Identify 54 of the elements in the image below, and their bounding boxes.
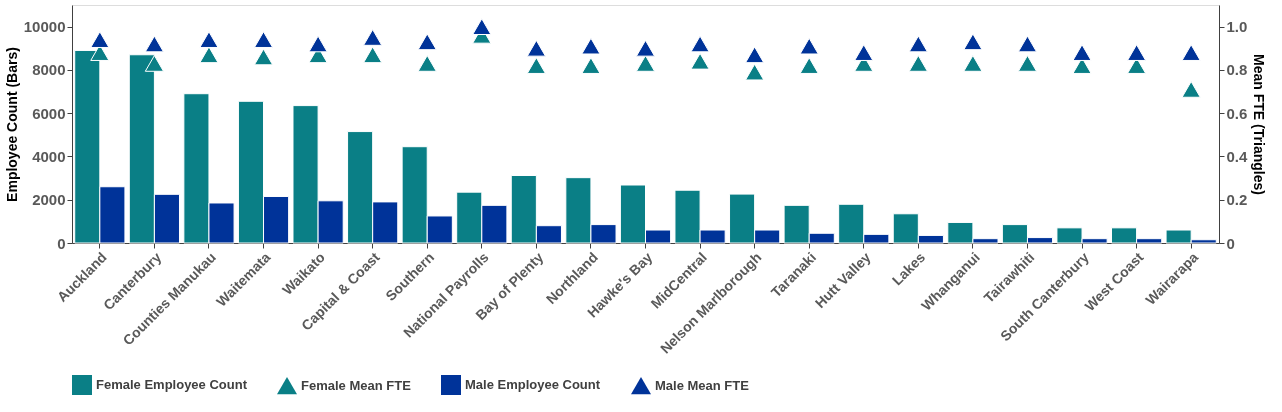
point xyxy=(854,44,874,61)
y2-tick-label: 0.4 xyxy=(1226,147,1249,165)
point xyxy=(799,57,819,74)
point xyxy=(963,55,983,72)
y-tick-label: 4000 xyxy=(32,147,66,165)
point xyxy=(908,35,928,53)
point xyxy=(963,33,983,51)
point xyxy=(526,39,546,57)
y2-tick-label: 1.0 xyxy=(1226,18,1248,36)
point xyxy=(253,31,274,48)
point xyxy=(1181,81,1201,98)
y2-tick-label: 0.6 xyxy=(1226,104,1248,122)
point xyxy=(144,55,164,72)
legend-label: Male Mean FTE xyxy=(655,377,750,393)
point xyxy=(144,35,164,53)
point xyxy=(472,18,492,35)
y-axis-title: Employee Count (Bars) xyxy=(3,47,20,202)
point xyxy=(581,37,601,55)
point xyxy=(90,31,110,48)
y-tick-label: 10000 xyxy=(23,18,66,36)
point xyxy=(526,57,546,74)
point xyxy=(1017,35,1038,53)
point xyxy=(199,46,219,64)
y-tick-label: 0 xyxy=(57,234,66,252)
point xyxy=(799,37,819,55)
point xyxy=(253,48,274,66)
y2-tick-label: 0.8 xyxy=(1226,61,1248,79)
legend-label: Male Employee Count xyxy=(465,377,601,392)
point xyxy=(745,46,765,64)
point xyxy=(1181,44,1201,61)
point xyxy=(1127,44,1147,61)
legend-label: Female Employee Count xyxy=(96,377,248,392)
point xyxy=(1072,44,1092,61)
y-tick-label: 6000 xyxy=(32,104,66,122)
y2-tick-label: 0.2 xyxy=(1226,191,1248,209)
legend-label: Female Mean FTE xyxy=(301,377,412,393)
point xyxy=(690,35,710,53)
y2-axis-title: Mean FTE (Triangles) xyxy=(1251,54,1268,195)
point xyxy=(908,55,928,72)
point xyxy=(363,46,383,64)
point xyxy=(199,31,219,48)
point xyxy=(308,35,328,53)
point xyxy=(690,52,710,70)
point xyxy=(581,57,601,74)
y2-tick-label: 0 xyxy=(1226,234,1235,252)
point xyxy=(745,63,765,81)
y-tick-label: 8000 xyxy=(32,61,66,79)
point xyxy=(363,29,383,46)
point xyxy=(417,55,437,72)
point xyxy=(417,33,437,51)
y-tick-label: 2000 xyxy=(32,191,66,209)
point xyxy=(1017,55,1038,72)
point xyxy=(635,39,656,57)
point xyxy=(635,55,656,72)
